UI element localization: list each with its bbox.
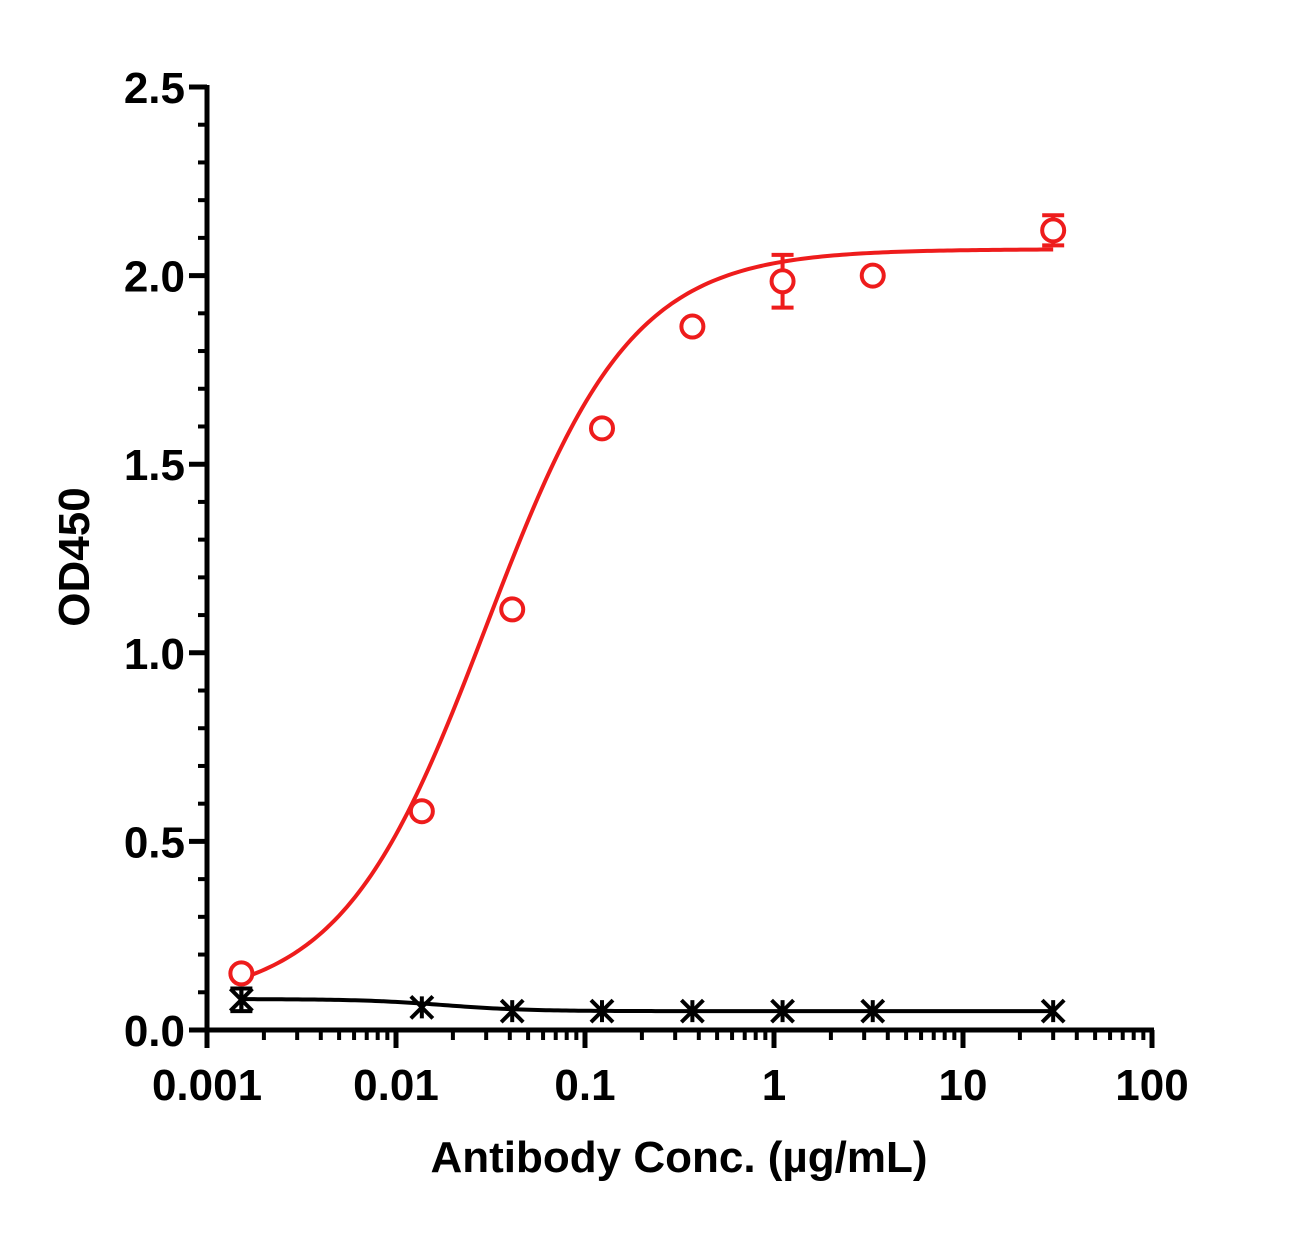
data-point-circle xyxy=(679,313,706,340)
x-tick-label: 100 xyxy=(1115,1061,1188,1110)
data-point-asterisk xyxy=(1040,998,1066,1024)
axes: 0.0 0.5 1.0 1.5 2.0 2.5 0.001 0.01 0.1 1 10 100 xyxy=(124,64,1189,1110)
y-tick-label: 2.5 xyxy=(124,64,185,113)
data-point-asterisk xyxy=(770,998,795,1024)
y-axis-label: OD450 xyxy=(50,487,99,626)
x-axis-label: Antibody Conc. (µg/mL) xyxy=(430,1133,927,1182)
y-tick-label: 1.0 xyxy=(124,630,185,679)
data-point-circle xyxy=(859,262,886,289)
fit-curves xyxy=(240,247,1054,1014)
x-tick-label: 0.01 xyxy=(353,1061,439,1110)
x-tick-label: 1 xyxy=(762,1061,786,1110)
data-point-circle xyxy=(1040,217,1067,244)
x-tick-label: 0.1 xyxy=(554,1061,615,1110)
y-tick-label: 1.5 xyxy=(124,441,185,490)
x-tick-label: 10 xyxy=(939,1061,988,1110)
data-point-circle xyxy=(588,415,615,442)
data-point-asterisk xyxy=(499,998,525,1024)
data-point-asterisk xyxy=(589,998,615,1024)
data-point-circle xyxy=(408,798,435,825)
data-point-asterisk xyxy=(679,998,705,1024)
y-tick-label: 0.5 xyxy=(124,818,185,867)
data-markers xyxy=(228,213,1067,1024)
data-point-circle xyxy=(769,268,796,295)
data-point-circle xyxy=(499,596,526,623)
data-point-asterisk xyxy=(228,987,254,1013)
data-point-circle xyxy=(228,960,255,987)
data-point-asterisk xyxy=(860,998,886,1024)
fit-curve-series-1 xyxy=(240,247,1054,981)
data-point-asterisk xyxy=(409,994,435,1020)
y-tick-label: 0.0 xyxy=(124,1007,185,1056)
x-tick-label: 0.001 xyxy=(152,1061,262,1110)
fit-curve-series-2 xyxy=(241,997,1054,1014)
y-tick-label: 2.0 xyxy=(124,253,185,302)
